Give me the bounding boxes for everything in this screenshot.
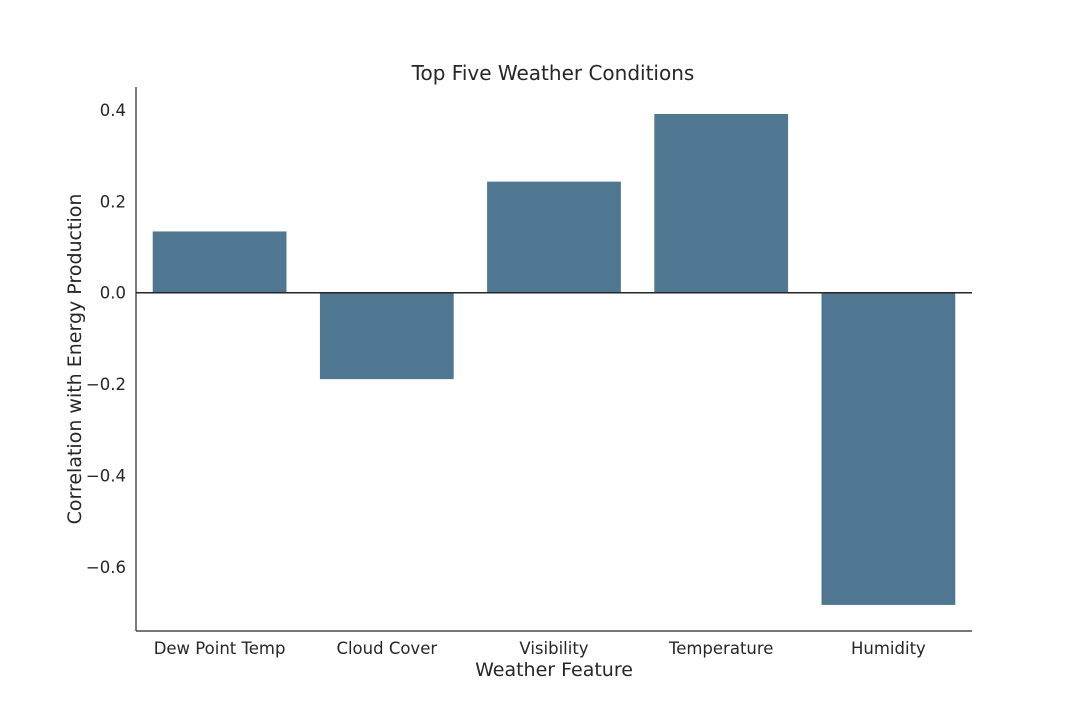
y-tick-label: −0.6 (86, 558, 126, 577)
x-tick-label: Dew Point Temp (154, 639, 286, 658)
bar-humidity (821, 292, 956, 605)
bars-layer (152, 113, 956, 605)
bar-temperature (654, 113, 789, 293)
y-axis-label: Correlation with Energy Production (64, 194, 86, 525)
bar-visibility (487, 181, 621, 293)
x-axis-label: Weather Feature (475, 659, 633, 681)
x-tick-label: Temperature (668, 639, 774, 658)
y-tick-label: 0.0 (100, 284, 126, 303)
y-tick-label: 0.2 (100, 192, 126, 211)
bar-dew-point-temp (152, 231, 287, 293)
x-tick-label: Visibility (519, 639, 588, 658)
chart-title: Top Five Weather Conditions (411, 61, 695, 85)
x-tick-label: Humidity (851, 639, 926, 658)
y-tick-label: −0.4 (86, 467, 126, 486)
x-tick-labels: Dew Point Temp Cloud Cover Visibility Tempe… (154, 639, 926, 658)
y-tick-label: 0.4 (100, 101, 126, 120)
y-tick-labels: 0.4 0.2 0.0 −0.2 −0.4 −0.6 (86, 101, 126, 577)
bar-cloud-cover (319, 292, 454, 380)
y-tick-label: −0.2 (86, 375, 126, 394)
x-tick-label: Cloud Cover (336, 639, 437, 658)
